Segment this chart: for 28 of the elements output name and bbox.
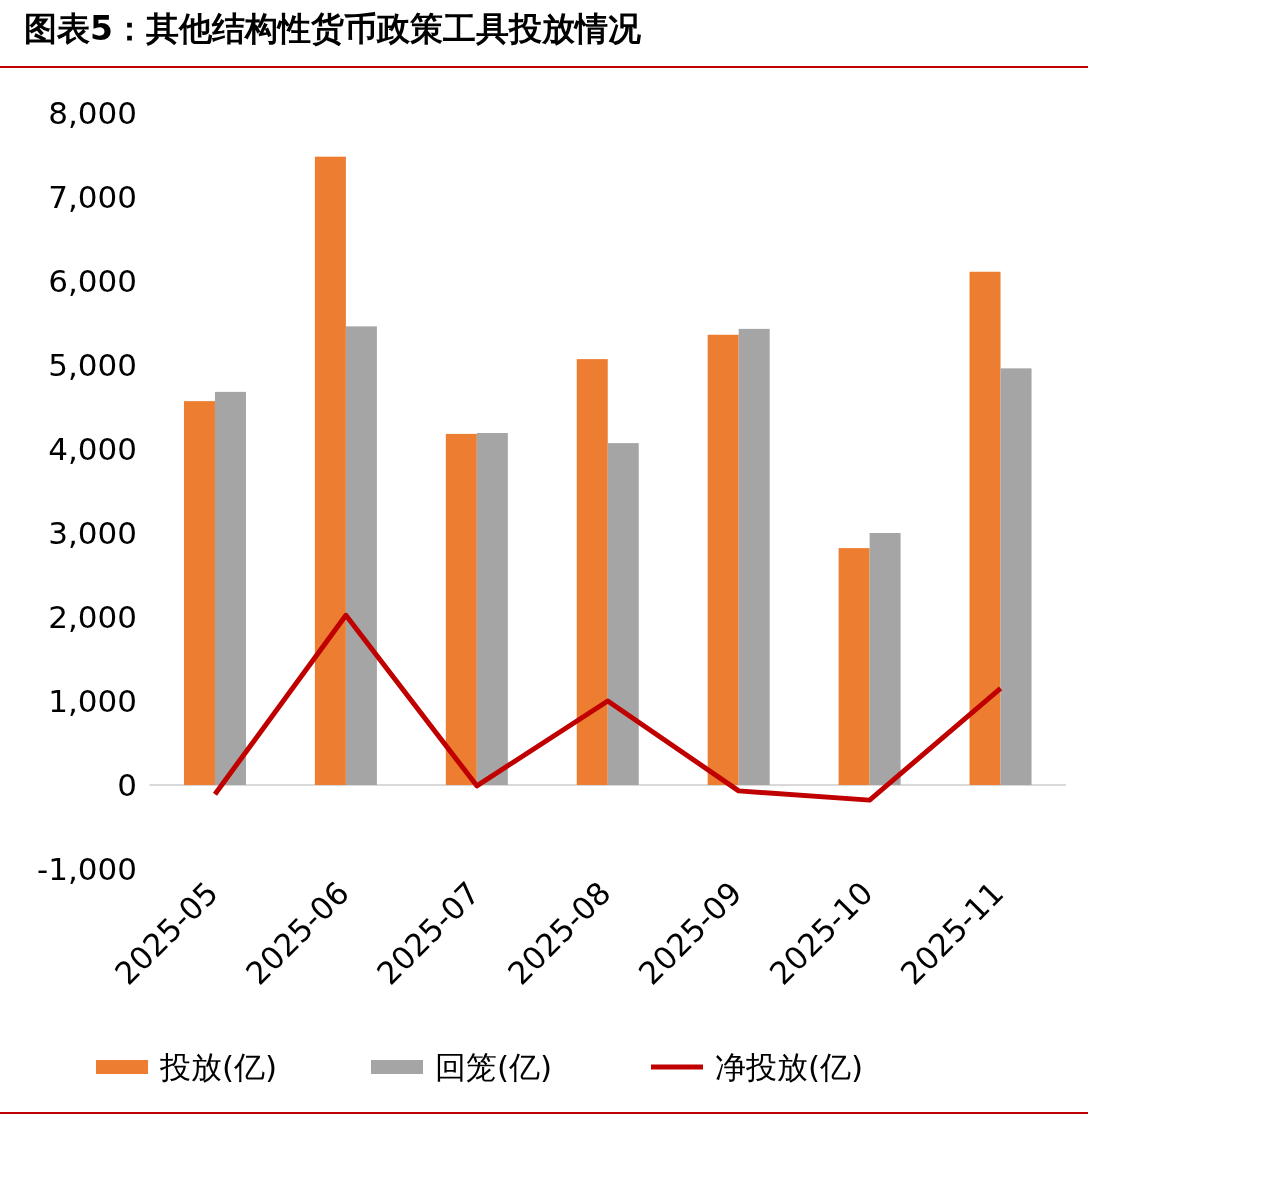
bar xyxy=(707,334,739,785)
bar xyxy=(576,359,608,785)
bar xyxy=(738,328,770,785)
bar xyxy=(969,271,1001,785)
y-tick-label: 1,000 xyxy=(48,683,137,719)
y-tick-label: -1,000 xyxy=(37,851,137,887)
y-tick-label: 2,000 xyxy=(48,599,137,635)
legend-label: 净投放(亿) xyxy=(715,1049,864,1085)
y-tick-label: 6,000 xyxy=(48,263,137,299)
bar xyxy=(214,391,246,785)
y-tick-label: 7,000 xyxy=(48,179,137,215)
bar xyxy=(476,433,508,785)
bar xyxy=(869,533,901,785)
bar xyxy=(607,443,639,785)
bar xyxy=(345,326,377,785)
bar xyxy=(838,548,870,785)
bar xyxy=(183,401,215,785)
y-tick-label: 3,000 xyxy=(48,515,137,551)
chart-title: 图表5：其他结构性货币政策工具投放情况 xyxy=(24,9,642,48)
y-tick-label: 0 xyxy=(117,767,137,803)
legend-label: 投放(亿) xyxy=(159,1049,278,1085)
bar xyxy=(445,433,477,785)
y-tick-label: 4,000 xyxy=(48,431,137,467)
bar xyxy=(314,156,346,785)
y-tick-label: 8,000 xyxy=(48,95,137,131)
legend-label: 回笼(亿) xyxy=(435,1049,553,1085)
bar xyxy=(1000,368,1032,785)
y-tick-label: 5,000 xyxy=(48,347,137,383)
